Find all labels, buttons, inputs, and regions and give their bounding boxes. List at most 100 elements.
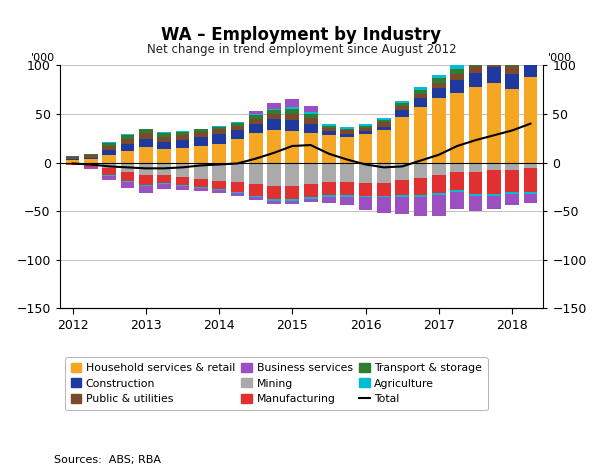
Bar bbox=[524, 194, 537, 203]
Bar bbox=[432, 99, 446, 163]
Bar bbox=[469, 61, 482, 66]
Text: '000: '000 bbox=[30, 53, 55, 63]
Bar bbox=[121, 182, 134, 188]
Title: WA – Employment by Industry: WA – Employment by Industry bbox=[161, 26, 442, 44]
Bar bbox=[285, 99, 299, 107]
Bar bbox=[212, 189, 226, 190]
Bar bbox=[505, 163, 519, 170]
Bar bbox=[102, 176, 116, 180]
Bar bbox=[249, 134, 263, 163]
Bar bbox=[395, 195, 409, 197]
Bar bbox=[432, 88, 446, 99]
Bar bbox=[267, 130, 281, 163]
Bar bbox=[267, 110, 281, 114]
Bar bbox=[249, 198, 263, 200]
Bar bbox=[84, 164, 98, 167]
Bar bbox=[359, 127, 373, 131]
Bar bbox=[176, 177, 189, 185]
Bar bbox=[377, 127, 391, 130]
Bar bbox=[395, 163, 409, 180]
Bar bbox=[450, 65, 464, 69]
Bar bbox=[469, 56, 482, 61]
Bar bbox=[414, 87, 427, 90]
Bar bbox=[469, 172, 482, 194]
Bar bbox=[395, 106, 409, 110]
Bar bbox=[340, 137, 354, 163]
Bar bbox=[505, 74, 519, 89]
Bar bbox=[322, 163, 336, 182]
Bar bbox=[212, 126, 226, 127]
Bar bbox=[432, 83, 446, 88]
Bar bbox=[469, 87, 482, 163]
Bar bbox=[359, 134, 373, 163]
Bar bbox=[450, 191, 464, 209]
Bar bbox=[395, 117, 409, 163]
Bar bbox=[487, 83, 501, 163]
Bar bbox=[487, 53, 501, 60]
Bar bbox=[230, 192, 244, 196]
Bar bbox=[505, 89, 519, 163]
Bar bbox=[469, 196, 482, 211]
Bar bbox=[432, 175, 446, 192]
Bar bbox=[84, 163, 98, 164]
Legend: Household services & retail, Construction, Public & utilities, Business services: Household services & retail, Constructio… bbox=[65, 357, 488, 410]
Bar bbox=[102, 155, 116, 163]
Bar bbox=[414, 197, 427, 216]
Bar bbox=[194, 133, 208, 137]
Bar bbox=[505, 170, 519, 191]
Bar bbox=[157, 163, 171, 175]
Bar bbox=[176, 186, 189, 190]
Bar bbox=[121, 163, 134, 172]
Bar bbox=[322, 131, 336, 135]
Bar bbox=[395, 101, 409, 103]
Bar bbox=[377, 163, 391, 183]
Bar bbox=[66, 163, 79, 165]
Bar bbox=[66, 159, 79, 160]
Bar bbox=[157, 175, 171, 183]
Bar bbox=[414, 195, 427, 197]
Bar bbox=[194, 188, 208, 191]
Bar bbox=[139, 163, 153, 175]
Bar bbox=[487, 170, 501, 194]
Bar bbox=[359, 163, 373, 183]
Bar bbox=[121, 144, 134, 151]
Bar bbox=[230, 126, 244, 130]
Bar bbox=[395, 110, 409, 117]
Bar bbox=[524, 191, 537, 194]
Bar bbox=[176, 133, 189, 135]
Bar bbox=[249, 114, 263, 115]
Bar bbox=[432, 163, 446, 175]
Bar bbox=[395, 197, 409, 214]
Bar bbox=[304, 112, 318, 114]
Bar bbox=[121, 181, 134, 182]
Bar bbox=[322, 124, 336, 126]
Bar bbox=[194, 128, 208, 129]
Bar bbox=[66, 160, 79, 163]
Bar bbox=[304, 106, 318, 112]
Bar bbox=[157, 184, 171, 189]
Bar bbox=[322, 195, 336, 197]
Bar bbox=[450, 172, 464, 190]
Bar bbox=[340, 195, 354, 197]
Text: Sources:  ABS; RBA: Sources: ABS; RBA bbox=[54, 455, 161, 465]
Bar bbox=[304, 184, 318, 198]
Bar bbox=[121, 172, 134, 181]
Bar bbox=[377, 118, 391, 120]
Bar bbox=[285, 107, 299, 109]
Bar bbox=[102, 146, 116, 150]
Bar bbox=[377, 183, 391, 196]
Bar bbox=[102, 150, 116, 155]
Bar bbox=[212, 127, 226, 129]
Bar bbox=[359, 196, 373, 198]
Bar bbox=[249, 124, 263, 134]
Bar bbox=[340, 163, 354, 182]
Bar bbox=[432, 78, 446, 83]
Bar bbox=[304, 199, 318, 202]
Bar bbox=[432, 75, 446, 78]
Bar bbox=[176, 140, 189, 148]
Bar bbox=[487, 163, 501, 170]
Bar bbox=[121, 135, 134, 139]
Bar bbox=[505, 66, 519, 74]
Bar bbox=[157, 137, 171, 142]
Bar bbox=[176, 163, 189, 177]
